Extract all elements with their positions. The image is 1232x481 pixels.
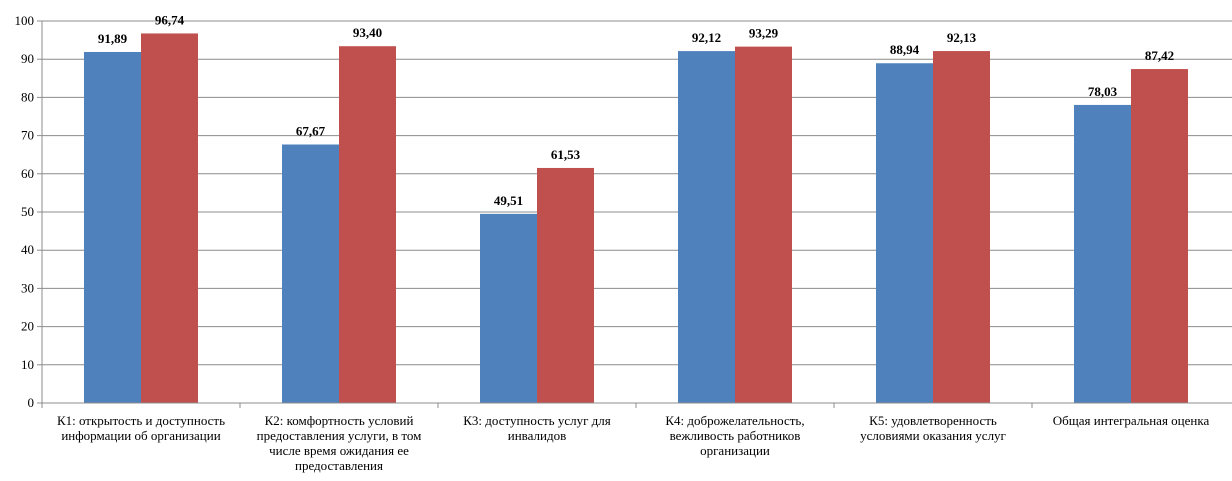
- category-label-line: числе время ожидания ее: [269, 443, 409, 458]
- bar: [1074, 104, 1131, 403]
- category-label: К4: доброжелательность, вежливость работн…: [665, 413, 804, 458]
- category-label-line: предоставления: [295, 458, 383, 473]
- bar: [339, 46, 396, 403]
- y-tick-label: 70: [21, 128, 34, 143]
- category-label-line: К4: доброжелательность,: [665, 413, 804, 428]
- category-label-line: предоставления услуги, в том: [257, 428, 422, 443]
- y-tick-label: 90: [21, 51, 34, 66]
- y-tick-label: 50: [21, 204, 34, 219]
- bar: [480, 213, 537, 403]
- data-labels: 91,89 96,74 67,67 93,40 49,51 61,53 92,12 93,29…: [98, 12, 1174, 207]
- y-tick-label: 30: [21, 280, 34, 295]
- data-label: 49,51: [494, 193, 523, 208]
- category-label: К1: открытость и доступность информации о…: [57, 413, 225, 443]
- y-tick-label: 10: [21, 357, 34, 372]
- data-label: 92,13: [947, 30, 977, 45]
- data-label: 93,40: [353, 25, 382, 40]
- data-label: 88,94: [890, 42, 920, 57]
- category-label-line: организации: [700, 443, 770, 458]
- bar: [282, 144, 339, 403]
- category-label-line: К5: удовлетворенность: [869, 413, 997, 428]
- data-label: 93,29: [749, 26, 779, 41]
- category-label: Общая интегральная оценка: [1053, 413, 1210, 428]
- data-label: 78,03: [1088, 84, 1118, 99]
- bar: [1131, 69, 1188, 403]
- y-tick-label: 20: [21, 319, 34, 334]
- y-tick-label: 40: [21, 242, 34, 257]
- category-label-line: вежливость работников: [670, 428, 801, 443]
- category-label-line: К1: открытость и доступность: [57, 413, 225, 428]
- category-label: К2: комфортность условий предоставления у…: [257, 413, 422, 473]
- y-tick-label: 60: [21, 166, 34, 181]
- data-label: 67,67: [296, 124, 326, 139]
- data-label: 87,42: [1145, 48, 1174, 63]
- y-tick-label: 0: [28, 395, 35, 410]
- y-tick-label: 100: [15, 13, 35, 28]
- bar: [84, 51, 141, 404]
- category-label-line: К2: комфортность условий: [265, 413, 414, 428]
- bar: [735, 46, 792, 403]
- gridlines: [42, 20, 1232, 366]
- category-label-line: информации об организации: [61, 428, 220, 443]
- data-label: 61,53: [551, 147, 581, 162]
- category-label-line: условиями оказания услуг: [860, 428, 1006, 443]
- bar: [537, 167, 594, 403]
- category-label: К3: доступность услуг для инвалидов: [463, 413, 611, 443]
- data-label: 91,89: [98, 31, 128, 46]
- bar: [876, 63, 933, 403]
- bar: [678, 51, 735, 404]
- category-label-line: К3: доступность услуг для: [463, 413, 611, 428]
- bar: [933, 51, 990, 403]
- data-label: 96,74: [155, 12, 185, 27]
- category-label-line: инвалидов: [508, 428, 566, 443]
- category-label: К5: удовлетворенность условиями оказания …: [860, 413, 1006, 443]
- bars: [84, 33, 1188, 404]
- bar: [141, 33, 198, 404]
- data-label: 92,12: [692, 30, 721, 45]
- category-label-line: Общая интегральная оценка: [1053, 413, 1210, 428]
- axes: 0 10 20 30 40 50 60 70 80 90 100 К1: открытость и д…: [15, 13, 1232, 473]
- y-tick-label: 80: [21, 89, 34, 104]
